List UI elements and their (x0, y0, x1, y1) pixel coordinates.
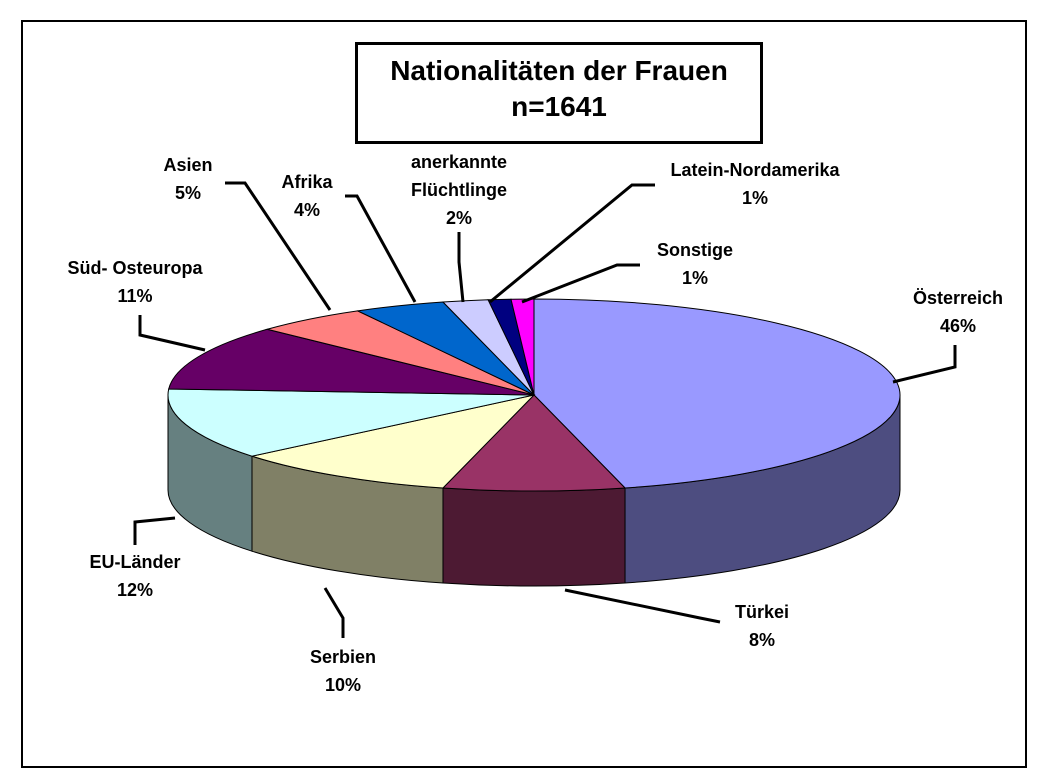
data-label: Türkei 8% (735, 598, 789, 654)
leader-line (225, 181, 332, 311)
data-label: Serbien 10% (310, 643, 376, 699)
slice (510, 298, 535, 396)
data-label: Afrika 4% (281, 168, 332, 224)
label-value: 1% (681, 268, 709, 288)
data-label: Österreich 46% (913, 284, 1003, 340)
slice (533, 298, 901, 489)
slice (441, 394, 627, 492)
label-name: anerkannte Flüchtlinge (410, 152, 508, 200)
chart-frame (21, 20, 1027, 768)
label-name: Sonstige (656, 240, 734, 260)
label-value: 5% (174, 183, 201, 203)
chart-title: Nationalitäten der Frauen (390, 55, 728, 86)
slice-side (442, 487, 626, 587)
label-name: Süd- Osteuropa (67, 258, 203, 278)
label-name: Serbien (309, 647, 377, 667)
slice (167, 388, 535, 457)
label-value: 11% (117, 286, 153, 306)
slice (250, 394, 536, 489)
label-name: EU-Länder (89, 552, 181, 572)
leader-line (892, 345, 957, 384)
leader-line (345, 194, 417, 303)
label-value: 46% (939, 316, 977, 336)
data-label: Asien 5% (163, 151, 212, 207)
data-label: EU-Länder 12% (89, 548, 180, 604)
leader-line (138, 315, 206, 352)
data-label: Latein-Nordamerika 1% (670, 156, 839, 212)
slice (168, 328, 535, 396)
label-value: 1% (741, 188, 768, 208)
label-name: Asien (163, 155, 213, 175)
label-name: Latein-Nordamerika (670, 160, 840, 180)
label-value: 2% (445, 208, 472, 228)
leader-line (457, 232, 465, 303)
leader-line (133, 516, 176, 545)
leader-line (323, 587, 345, 638)
chart-subtitle: n=1641 (511, 91, 607, 122)
leader-line (521, 263, 640, 304)
label-value: 12% (116, 580, 154, 600)
title-box: Nationalitäten der Frauen n=1641 (355, 42, 763, 144)
data-label: Sonstige 1% (657, 236, 733, 292)
label-value: 4% (293, 200, 320, 220)
label-value: 8% (748, 630, 775, 650)
label-name: Österreich (912, 288, 1004, 308)
label-value: 10% (324, 675, 362, 695)
data-label: anerkannte Flüchtlinge 2% (394, 148, 524, 232)
leader-line (489, 183, 655, 304)
label-name: Afrika (281, 172, 333, 192)
leader-line (564, 588, 721, 624)
data-label: Süd- Osteuropa 11% (67, 254, 202, 310)
label-name: Türkei (734, 602, 790, 622)
